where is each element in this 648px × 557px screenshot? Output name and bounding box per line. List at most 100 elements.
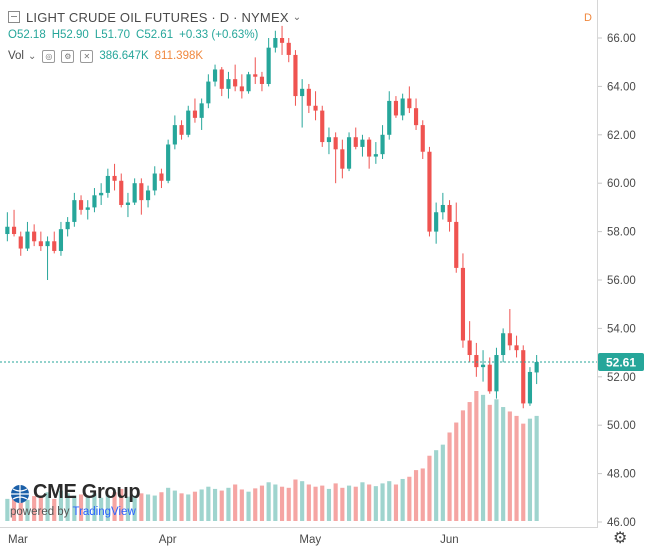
volume-bar bbox=[239, 489, 244, 521]
candle-body bbox=[494, 355, 499, 392]
volume-bar bbox=[72, 495, 77, 521]
close-value: C52.61 bbox=[136, 29, 174, 41]
volume-bar bbox=[467, 402, 472, 521]
volume-chevron-icon[interactable]: ⌄ bbox=[28, 50, 37, 62]
candle-body bbox=[454, 221, 459, 268]
globe-icon bbox=[11, 485, 29, 503]
price-tick-label: 50.00 bbox=[607, 420, 636, 432]
volume-bar bbox=[293, 479, 298, 521]
candle-body bbox=[159, 173, 164, 181]
candle-body bbox=[460, 267, 466, 341]
candle-body bbox=[427, 151, 432, 232]
volume-bar bbox=[447, 432, 452, 521]
volume-bar bbox=[400, 478, 405, 521]
volume-bar bbox=[32, 496, 37, 521]
candle-body bbox=[440, 204, 445, 213]
candle-body bbox=[527, 371, 533, 404]
candle-body bbox=[58, 229, 64, 251]
candle-body bbox=[420, 125, 425, 152]
volume-bar bbox=[132, 495, 137, 521]
time-axis-label: Mar bbox=[8, 534, 28, 546]
volume-bar bbox=[58, 490, 64, 521]
volume-bar bbox=[125, 496, 131, 521]
candle-body bbox=[52, 241, 57, 251]
volume-bar bbox=[78, 494, 84, 521]
candle-body bbox=[45, 241, 50, 247]
volume-bar bbox=[367, 484, 372, 521]
volume-bar bbox=[65, 493, 70, 521]
eye-icon[interactable]: ◎ bbox=[42, 49, 56, 63]
price-tick-label: 56.00 bbox=[607, 275, 636, 287]
volume-bar bbox=[300, 481, 305, 521]
volume-bar bbox=[306, 484, 311, 521]
candle-body bbox=[99, 192, 104, 196]
volume-bar bbox=[139, 493, 144, 521]
volume-bar bbox=[85, 496, 90, 521]
price-tick-label: 54.00 bbox=[607, 323, 636, 335]
symbol-title[interactable]: LIGHT CRUDE OIL FUTURES · D · NYMEX bbox=[26, 9, 289, 25]
candle-body bbox=[186, 110, 191, 135]
remove-icon[interactable]: ✕ bbox=[80, 49, 94, 63]
candle-body bbox=[32, 231, 37, 242]
volume-bar bbox=[353, 486, 358, 521]
volume-bar bbox=[534, 415, 539, 521]
volume-bar bbox=[434, 450, 439, 521]
volume-bar bbox=[527, 418, 533, 521]
candle-body bbox=[192, 110, 198, 118]
volume-bar bbox=[420, 468, 425, 521]
volume-bar bbox=[25, 499, 30, 521]
candle-body bbox=[226, 79, 231, 89]
candle-body bbox=[286, 42, 291, 55]
volume-bar bbox=[427, 455, 432, 521]
volume-bar bbox=[11, 494, 17, 521]
price-axis-border bbox=[597, 0, 598, 528]
candle-body bbox=[92, 195, 97, 208]
candle-body bbox=[38, 241, 43, 247]
ohlc-values: O52.18 H52.90 L51.70 C52.61 +0.33 (+0.63… bbox=[8, 27, 301, 43]
candle-body bbox=[326, 137, 332, 143]
low-value: L51.70 bbox=[94, 29, 131, 41]
volume-bar bbox=[333, 483, 338, 521]
candle-body bbox=[293, 54, 298, 97]
volume-bar bbox=[5, 498, 10, 521]
candle-body bbox=[474, 355, 479, 368]
candle-body bbox=[360, 139, 365, 147]
last-price-badge bbox=[598, 353, 644, 372]
candle-body bbox=[434, 212, 439, 232]
candle-body bbox=[112, 175, 117, 181]
candle-body bbox=[300, 88, 305, 97]
volume-bar bbox=[159, 492, 164, 521]
chart-settings-icon[interactable]: ⚙ bbox=[613, 530, 628, 547]
candle-body bbox=[514, 345, 519, 351]
settings-icon[interactable]: ⚙ bbox=[61, 49, 75, 63]
chevron-down-icon[interactable]: ⌄ bbox=[292, 11, 302, 23]
candle-body bbox=[346, 137, 352, 169]
candle-body bbox=[125, 202, 131, 205]
candle-body bbox=[279, 38, 285, 43]
volume-ma-value: 811.398K bbox=[154, 50, 204, 62]
volume-bar bbox=[226, 487, 231, 521]
volume-bar bbox=[179, 493, 184, 521]
tradingview-link[interactable]: TradingView bbox=[72, 506, 136, 518]
volume-bar bbox=[393, 484, 399, 521]
volume-bar bbox=[92, 493, 97, 521]
price-tick-label: 62.00 bbox=[607, 130, 636, 142]
volume-bar bbox=[273, 484, 278, 521]
data-status-badge[interactable]: D bbox=[584, 12, 592, 24]
powered-by[interactable]: powered by TradingView bbox=[10, 506, 136, 518]
collapse-legend-icon[interactable] bbox=[8, 11, 20, 23]
volume-bar bbox=[259, 485, 265, 521]
candle-body bbox=[273, 38, 278, 48]
volume-bar bbox=[494, 399, 499, 521]
volume-bar bbox=[346, 485, 352, 521]
volume-label[interactable]: Vol bbox=[8, 50, 24, 62]
price-tick-label: 48.00 bbox=[607, 469, 636, 481]
candle-body bbox=[172, 125, 177, 145]
candle-body bbox=[521, 350, 526, 404]
legend-header: LIGHT CRUDE OIL FUTURES · D · NYMEX ⌄ O5… bbox=[8, 8, 301, 64]
open-value: O52.18 bbox=[8, 29, 46, 41]
candle-body bbox=[132, 183, 137, 203]
volume-bar bbox=[313, 486, 318, 521]
